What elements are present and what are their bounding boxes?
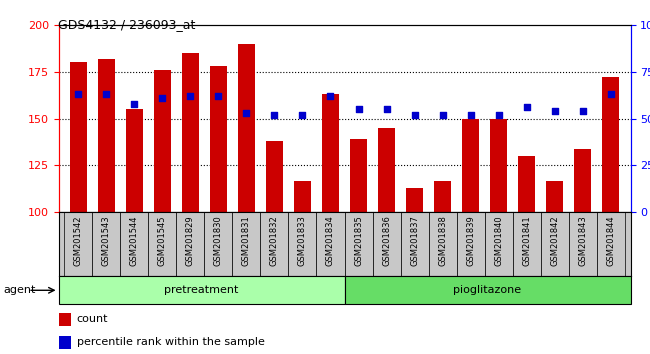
- Point: [297, 112, 307, 118]
- Bar: [294, 181, 311, 212]
- Bar: [457, 212, 485, 276]
- Text: GSM201840: GSM201840: [494, 216, 503, 266]
- Point: [521, 104, 532, 110]
- Text: GSM201831: GSM201831: [242, 216, 251, 266]
- Bar: [266, 141, 283, 212]
- Bar: [569, 212, 597, 276]
- Point: [129, 101, 139, 107]
- Text: GSM201844: GSM201844: [606, 216, 616, 266]
- Bar: [490, 119, 507, 212]
- Bar: [518, 156, 535, 212]
- Bar: [238, 44, 255, 212]
- Bar: [148, 212, 176, 276]
- Point: [354, 106, 364, 112]
- Bar: [126, 109, 142, 212]
- Bar: [58, 336, 71, 349]
- Text: GSM201832: GSM201832: [270, 216, 279, 266]
- Text: GSM201833: GSM201833: [298, 216, 307, 267]
- Point: [465, 112, 476, 118]
- Point: [157, 95, 168, 101]
- Bar: [289, 212, 317, 276]
- Text: GSM201545: GSM201545: [158, 216, 167, 266]
- Point: [213, 93, 224, 99]
- Point: [101, 91, 111, 97]
- Bar: [154, 70, 171, 212]
- Text: GSM201839: GSM201839: [466, 216, 475, 266]
- Text: agent: agent: [3, 285, 36, 295]
- Bar: [120, 212, 148, 276]
- Point: [73, 91, 83, 97]
- Bar: [462, 119, 479, 212]
- Text: pretreatment: pretreatment: [164, 285, 239, 295]
- Bar: [597, 212, 625, 276]
- Point: [410, 112, 420, 118]
- Text: pioglitazone: pioglitazone: [454, 285, 521, 295]
- Bar: [378, 128, 395, 212]
- Point: [185, 93, 196, 99]
- Text: GSM201542: GSM201542: [73, 216, 83, 266]
- Bar: [400, 212, 428, 276]
- Bar: [485, 212, 513, 276]
- Point: [550, 108, 560, 114]
- Bar: [541, 212, 569, 276]
- Bar: [434, 181, 451, 212]
- Bar: [547, 181, 563, 212]
- Bar: [603, 77, 619, 212]
- Bar: [210, 66, 227, 212]
- Text: GSM201544: GSM201544: [130, 216, 138, 266]
- Bar: [70, 62, 86, 212]
- Bar: [176, 212, 204, 276]
- Text: GDS4132 / 236093_at: GDS4132 / 236093_at: [58, 18, 196, 31]
- Bar: [204, 212, 232, 276]
- Bar: [575, 149, 592, 212]
- Bar: [261, 212, 289, 276]
- Text: GSM201835: GSM201835: [354, 216, 363, 266]
- Text: GSM201838: GSM201838: [438, 216, 447, 267]
- Bar: [372, 212, 400, 276]
- Point: [578, 108, 588, 114]
- Text: GSM201829: GSM201829: [186, 216, 195, 266]
- Text: percentile rank within the sample: percentile rank within the sample: [77, 337, 265, 348]
- Bar: [344, 212, 372, 276]
- Bar: [350, 139, 367, 212]
- Text: GSM201543: GSM201543: [101, 216, 111, 266]
- Point: [606, 91, 616, 97]
- Bar: [428, 212, 457, 276]
- Point: [325, 93, 335, 99]
- Text: GSM201837: GSM201837: [410, 216, 419, 267]
- Bar: [58, 313, 71, 326]
- Bar: [64, 212, 92, 276]
- Text: GSM201843: GSM201843: [578, 216, 588, 266]
- Bar: [58, 276, 345, 304]
- Point: [269, 112, 280, 118]
- Point: [382, 106, 392, 112]
- Point: [437, 112, 448, 118]
- Bar: [98, 58, 114, 212]
- Bar: [232, 212, 261, 276]
- Bar: [92, 212, 120, 276]
- Text: GSM201841: GSM201841: [522, 216, 531, 266]
- Bar: [406, 188, 423, 212]
- Text: GSM201842: GSM201842: [551, 216, 559, 266]
- Bar: [317, 212, 345, 276]
- Bar: [182, 53, 199, 212]
- Text: GSM201834: GSM201834: [326, 216, 335, 266]
- Point: [493, 112, 504, 118]
- Bar: [322, 94, 339, 212]
- Bar: [513, 212, 541, 276]
- Bar: [344, 276, 630, 304]
- Text: GSM201830: GSM201830: [214, 216, 223, 266]
- Text: GSM201836: GSM201836: [382, 216, 391, 267]
- Point: [241, 110, 252, 116]
- Text: count: count: [77, 314, 109, 325]
